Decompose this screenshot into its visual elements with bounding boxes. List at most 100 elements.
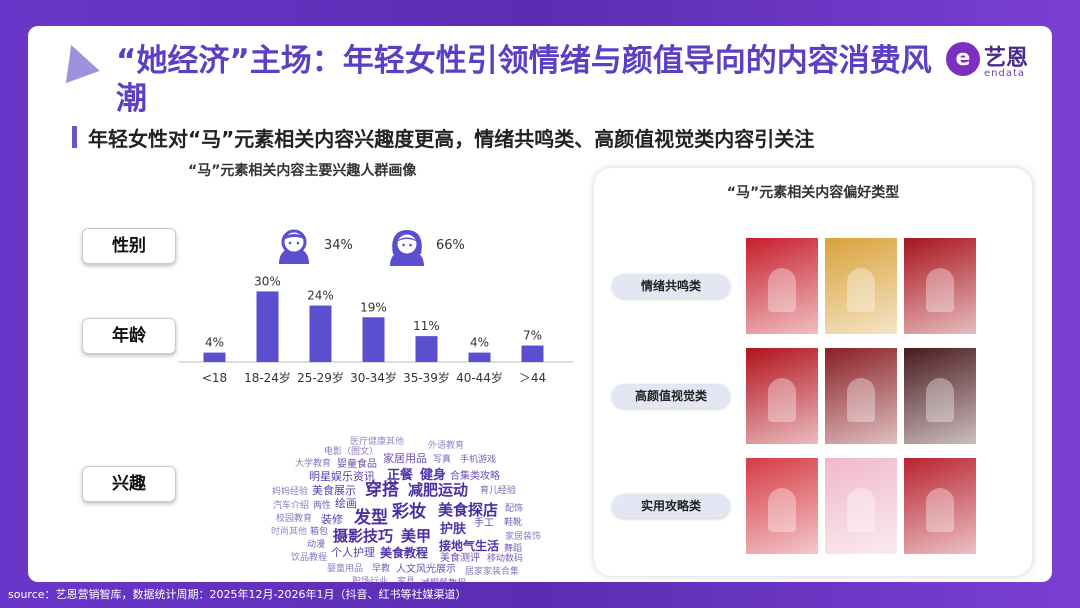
- interest-word: 婴童食品: [337, 459, 377, 470]
- interest-word: 合集类攻略: [450, 471, 500, 482]
- content-thumbnail-image: [904, 458, 976, 554]
- x-tick-label: 30-34岁: [350, 370, 397, 385]
- interest-word: 移动数码: [487, 554, 524, 564]
- category-pill: 实用攻略类: [612, 494, 730, 518]
- interest-word: 手机游戏: [460, 455, 497, 465]
- category-pill: 高颜值视觉类: [612, 384, 730, 408]
- content-thumbnail-image: [904, 238, 976, 334]
- logo-mark-icon: e: [946, 42, 980, 76]
- interest-word: 汽车介绍: [273, 501, 310, 511]
- interest-word: 配饰: [505, 504, 524, 514]
- interest-word: 职场行业: [352, 577, 389, 583]
- x-tick-label: 40-44岁: [456, 370, 503, 385]
- bar-2: [309, 305, 332, 362]
- thumbnail-figure-icon: [926, 268, 954, 312]
- logo-text-cn: 艺恩: [984, 46, 1029, 71]
- bar-value-label: 19%: [360, 300, 387, 314]
- interest-word: 减肥运动: [408, 481, 469, 499]
- interest-word: 接地气生活: [439, 539, 500, 553]
- female-user-icon: [390, 230, 424, 266]
- subtitle-accent-bar: [72, 126, 77, 148]
- thumbnail-figure-icon: [847, 268, 875, 312]
- bar-value-label: 4%: [470, 336, 489, 350]
- bar-value-label: 30%: [254, 274, 281, 288]
- slide-card: “她经济”主场：年轻女性引领情绪与颜值导向的内容消费风潮 e 艺恩 endata…: [28, 26, 1052, 582]
- interest-word: 彩妆: [392, 502, 426, 522]
- interest-word: 箱包: [310, 527, 329, 537]
- interest-word: 早教: [372, 564, 391, 574]
- interest-word: 家居用品: [383, 452, 427, 465]
- thumbnail-figure-icon: [847, 488, 875, 532]
- interest-word: 美食展示: [312, 484, 356, 497]
- bar-value-label: 4%: [205, 336, 224, 350]
- interest-word: 育儿经验: [480, 486, 517, 496]
- age-label: 年龄: [82, 318, 176, 354]
- interest-word: 个人护理: [331, 546, 375, 559]
- interest-word: 婴童用品: [327, 564, 364, 574]
- interest-word: 减肥餐教程: [421, 580, 466, 583]
- thumbnail-figure-icon: [768, 378, 796, 422]
- interest-word: 明星娱乐资讯: [309, 470, 375, 483]
- thumbnail-figure-icon: [768, 268, 796, 312]
- interest-word: 健身: [420, 468, 447, 483]
- interest-word: 摄影技巧: [333, 527, 394, 545]
- logo-text-en: endata: [984, 68, 1026, 79]
- content-thumbnail-image: [746, 348, 818, 444]
- interest-word: 绘画: [335, 497, 357, 510]
- interest-word: 写真: [433, 455, 452, 465]
- interest-word: 电影（图文）: [324, 447, 379, 457]
- interest-word: 居家家装合集: [465, 567, 520, 577]
- bar-value-label: 24%: [307, 289, 334, 303]
- left-section-title: “马”元素相关内容主要兴趣人群画像: [188, 163, 417, 179]
- content-thumbnail-image: [746, 458, 818, 554]
- interest-word: 美食测评: [440, 553, 480, 564]
- interest-word: 美食教程: [380, 546, 429, 560]
- content-thumbnail-image: [904, 348, 976, 444]
- interest-word: 护肤: [440, 522, 467, 537]
- thumbnail-figure-icon: [926, 488, 954, 532]
- interest-word: 医疗健康其他: [350, 437, 405, 447]
- category-pill: 情绪共鸣类: [612, 274, 730, 298]
- interest-word: 手工: [474, 518, 494, 529]
- bar-4: [415, 336, 438, 362]
- bar-3: [362, 317, 385, 362]
- interest-word: 时尚其他: [271, 527, 308, 537]
- source-note: source：艺恩营销智库，数据统计周期：2025年12月-2026年1月（抖音…: [8, 588, 467, 601]
- gender-male: 34%: [276, 228, 353, 268]
- interest-word-cloud: 医疗健康其他 外语教育 电影（图文） 家居用品 写真 手机游戏 大学教育 婴童食品 明星娱乐资讯…: [228, 408, 558, 583]
- interest-word: 舞蹈: [504, 544, 523, 554]
- interest-word: 动漫: [307, 540, 326, 550]
- endata-logo: e 艺恩 endata: [946, 38, 1046, 82]
- age-distribution-chart: 4% <18 30% 18-24岁 24% 25-29岁 19% 30-34岁 11% 35-39…: [178, 274, 573, 385]
- interest-word: 装修: [321, 513, 343, 526]
- x-tick-label: <18: [202, 371, 227, 385]
- slide-title: “她经济”主场：年轻女性引领情绪与颜值导向的内容消费风潮: [116, 43, 932, 117]
- interest-word: 校园教育: [276, 514, 313, 524]
- interest-word: 穿搭: [365, 480, 399, 500]
- content-thumbnail-image: [825, 458, 897, 554]
- gender-label: 性别: [82, 228, 176, 264]
- interest-word: 妈妈经验: [272, 487, 309, 497]
- bar-1: [256, 291, 279, 362]
- male-user-icon: [279, 229, 309, 264]
- x-tick-label: 18-24岁: [244, 370, 291, 385]
- thumbnail-figure-icon: [847, 378, 875, 422]
- content-thumbnail-image: [746, 238, 818, 334]
- bar-6: [521, 345, 544, 362]
- interest-word: 人文风光展示: [396, 564, 456, 575]
- content-thumbnail-image: [825, 238, 897, 334]
- content-thumbnail-image: [825, 348, 897, 444]
- slide-subtitle: 年轻女性对“马”元素相关内容兴趣度更高，情绪共鸣类、高颜值视觉类内容引关注: [88, 127, 815, 151]
- interest-word: 正餐: [387, 468, 414, 483]
- interest-word: 饮品教程: [291, 553, 328, 563]
- bar-value-label: 7%: [523, 329, 542, 343]
- interest-word: 外语教育: [428, 441, 465, 451]
- male-percentage: 34%: [324, 238, 353, 253]
- female-percentage: 66%: [436, 238, 465, 253]
- gender-female: 66%: [388, 228, 465, 268]
- x-tick-label: ＞44: [519, 371, 546, 385]
- decorative-triangle-icon: [54, 38, 100, 84]
- bar-0: [203, 352, 226, 362]
- interest-word: 发型: [354, 508, 388, 528]
- thumbnail-figure-icon: [768, 488, 796, 532]
